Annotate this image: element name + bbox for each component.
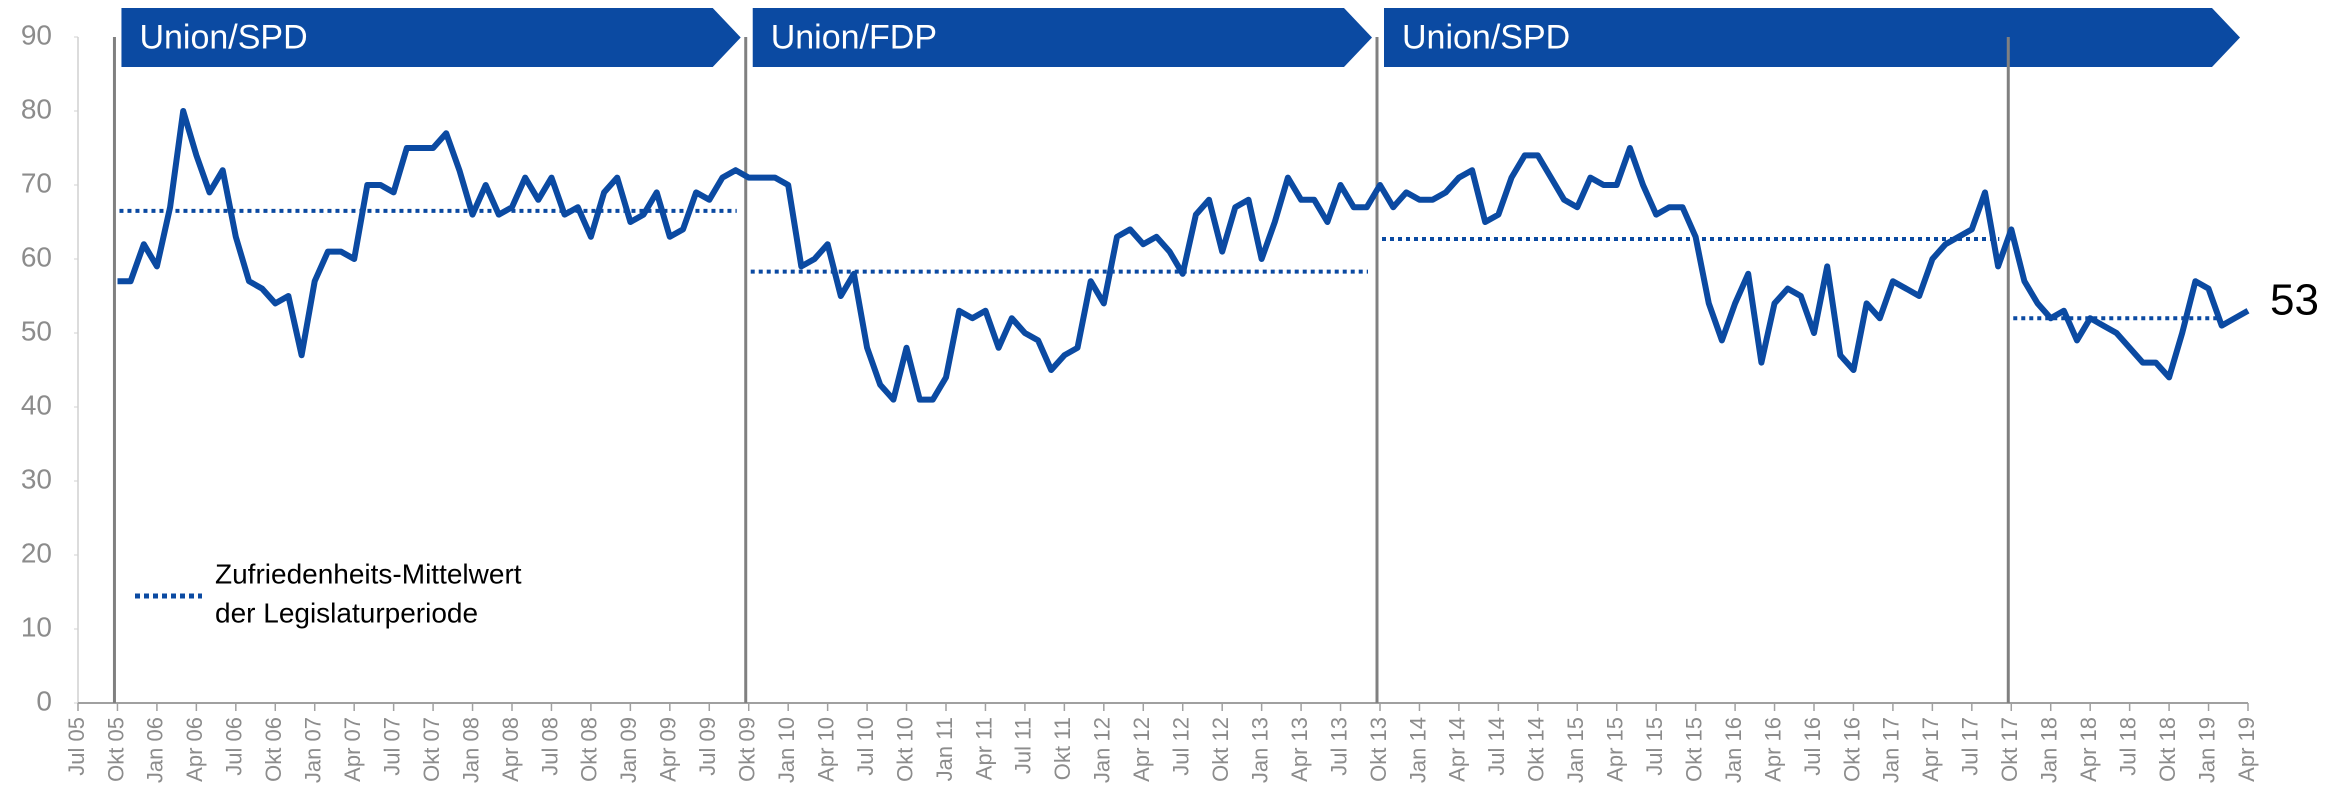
x-tick-label: Jan 19 [2194, 717, 2219, 783]
x-tick-label: Jan 10 [774, 717, 799, 783]
y-tick-label: 70 [21, 167, 52, 198]
x-tick-label: Apr 18 [2076, 717, 2101, 782]
coalition-banner [1384, 8, 2240, 67]
x-tick-label: Jan 15 [1563, 717, 1588, 783]
x-tick-label: Jul 18 [2115, 717, 2140, 776]
x-tick-label: Okt 05 [103, 717, 128, 782]
x-tick-label: Okt 16 [1839, 717, 1864, 782]
x-tick-label: Jan 17 [1879, 717, 1904, 783]
x-tick-label: Okt 12 [1208, 717, 1233, 782]
x-tick-label: Jul 08 [537, 717, 562, 776]
x-tick-label: Apr 13 [1287, 717, 1312, 782]
x-tick-label: Okt 07 [419, 717, 444, 782]
x-tick-label: Jul 17 [1958, 717, 1983, 776]
x-tick-label: Jan 13 [1247, 717, 1272, 783]
x-tick-label: Okt 17 [1997, 717, 2022, 782]
x-tick-label: Apr 08 [498, 717, 523, 782]
x-tick-label: Okt 15 [1681, 717, 1706, 782]
x-tick-label: Okt 10 [892, 717, 917, 782]
x-tick-label: Apr 12 [1129, 717, 1154, 782]
x-tick-label: Jan 09 [616, 717, 641, 783]
x-tick-label: Okt 14 [1524, 717, 1549, 782]
x-tick-label: Jul 11 [1011, 717, 1036, 774]
coalition-label: Union/FDP [771, 18, 937, 56]
x-tick-label: Jul 12 [1169, 717, 1194, 776]
x-tick-label: Jul 16 [1800, 717, 1825, 776]
x-tick-label: Apr 10 [813, 717, 838, 782]
coalition-label: Union/SPD [139, 18, 307, 56]
x-tick-label: Jul 07 [379, 717, 404, 776]
x-tick-label: Jan 11 [932, 717, 957, 781]
y-tick-label: 10 [21, 611, 52, 642]
x-tick-label: Apr 11 [971, 717, 996, 780]
legend-label: Zufriedenheits-Mittelwert [215, 558, 522, 589]
y-tick-label: 20 [21, 537, 52, 568]
x-tick-label: Jan 12 [1090, 717, 1115, 783]
y-tick-label: 50 [21, 315, 52, 346]
x-tick-label: Jan 06 [143, 717, 168, 783]
legend-label: der Legislaturperiode [215, 597, 478, 628]
x-tick-label: Okt 09 [735, 717, 760, 782]
x-tick-label: Jan 07 [301, 717, 326, 783]
y-tick-label: 0 [36, 685, 52, 716]
x-tick-label: Apr 19 [2234, 717, 2259, 782]
x-tick-label: Apr 06 [182, 717, 207, 782]
x-tick-label: Okt 06 [261, 717, 286, 782]
x-tick-label: Apr 09 [656, 717, 681, 782]
x-tick-label: Apr 17 [1918, 717, 1943, 782]
x-tick-label: Jul 15 [1642, 717, 1667, 776]
y-tick-label: 60 [21, 241, 52, 272]
x-tick-label: Okt 11 [1050, 717, 1075, 780]
x-tick-label: Jul 06 [222, 717, 247, 776]
x-tick-label: Apr 14 [1445, 717, 1470, 782]
coalition-banner [121, 8, 741, 67]
coalition-banner [752, 8, 1372, 67]
y-tick-label: 80 [21, 93, 52, 124]
x-tick-label: Apr 07 [340, 717, 365, 782]
x-tick-label: Jan 18 [2037, 717, 2062, 783]
x-tick-label: Jan 16 [1721, 717, 1746, 783]
x-tick-label: Jul 13 [1326, 717, 1351, 776]
y-tick-label: 90 [21, 19, 52, 50]
x-tick-label: Apr 15 [1603, 717, 1628, 782]
x-tick-label: Jul 10 [853, 717, 878, 776]
coalition-label: Union/SPD [1402, 18, 1570, 56]
series-line [117, 108, 2250, 403]
y-tick-label: 30 [21, 463, 52, 494]
x-tick-label: Okt 08 [577, 717, 602, 782]
x-tick-label: Jul 14 [1484, 717, 1509, 776]
x-tick-label: Apr 16 [1760, 717, 1785, 782]
y-tick-label: 40 [21, 389, 52, 420]
x-tick-label: Jan 14 [1405, 717, 1430, 783]
x-tick-label: Okt 18 [2155, 717, 2180, 782]
x-tick-label: Jul 09 [695, 717, 720, 776]
x-tick-label: Okt 13 [1366, 717, 1391, 782]
end-value-label: 53 [2270, 275, 2319, 324]
x-tick-label: Jan 08 [458, 717, 483, 783]
x-tick-label: Jul 05 [64, 717, 89, 776]
